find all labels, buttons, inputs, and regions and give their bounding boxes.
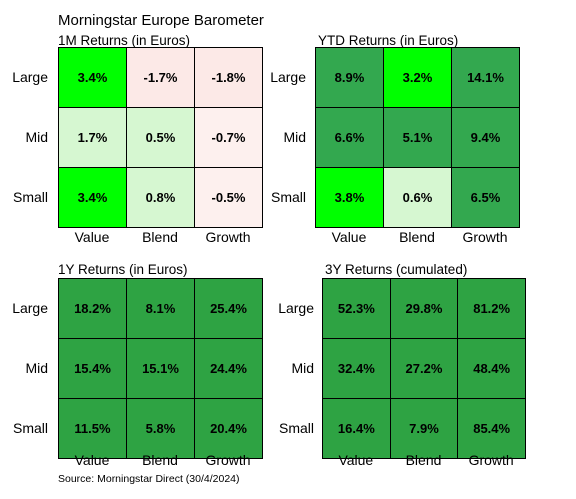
row-label-small: Small [270,189,306,205]
chart-1-title: 1M Returns (in Euros) [58,33,191,48]
heatmap-cell-large-blend: 3.2% [384,48,452,108]
heatmap-cell-small-growth: 20.4% [195,399,263,459]
heatmap-cell-mid-growth: 9.4% [452,108,520,168]
row-label-small: Small [278,420,314,436]
heatmap-cell-large-blend: 29.8% [390,279,459,339]
col-label-blend: Blend [405,452,442,468]
chart-4-title: 3Y Returns (cumulated) [325,262,468,277]
row-label-mid: Mid [283,129,306,145]
chart-2-title: YTD Returns (in Euros) [318,33,459,48]
row-label-mid: Mid [25,360,48,376]
row-label-large: Large [270,69,306,85]
heatmap-cell-mid-blend: 15.1% [127,339,195,399]
heatmap-cell-mid-blend: 27.2% [390,339,459,399]
row-label-small: Small [12,189,48,205]
col-label-value: Value [74,229,110,245]
heatmap-cell-mid-value: 15.4% [59,339,127,399]
col-label-value: Value [74,452,110,468]
heatmap-cell-small-blend: 7.9% [390,399,459,459]
heatmap-cell-small-blend: 5.8% [127,399,195,459]
heatmap-grid-2: 8.9% 3.2% 14.1% 6.6% 5.1% 9.4% 3.8% 0.6% 6.5% [315,47,520,228]
heatmap-cell-large-value: 52.3% [323,279,391,339]
col-label-value: Value [331,229,367,245]
page-title: Morningstar Europe Barometer [58,12,264,29]
heatmap-cell-mid-value: 32.4% [323,339,391,399]
heatmap-cell-mid-blend: 5.1% [384,108,452,168]
heatmap-cell-mid-growth: -0.7% [195,108,263,168]
col-label-blend: Blend [399,229,435,245]
row-label-small: Small [12,420,48,436]
col-label-growth: Growth [205,452,251,468]
heatmap-cell-small-growth: 6.5% [452,168,520,228]
heatmap-cell-large-growth: 81.2% [458,279,526,339]
row-label-mid: Mid [291,360,314,376]
heatmap-grid-4: 52.3% 29.8% 81.2% 32.4% 27.2% 48.4% 16.4% 7.9% 8… [322,278,526,459]
row-label-large: Large [278,300,314,316]
heatmap-cell-small-blend: 0.8% [127,168,195,228]
heatmap-cell-large-growth: 25.4% [195,279,263,339]
heatmap-cell-small-growth: 85.4% [458,399,526,459]
col-label-growth: Growth [205,229,251,245]
heatmap-cell-mid-blend: 0.5% [127,108,195,168]
row-label-large: Large [12,300,48,316]
heatmap-cell-large-growth: 14.1% [452,48,520,108]
row-label-mid: Mid [25,129,48,145]
heatmap-cell-large-value: 3.4% [59,48,127,108]
col-label-value: Value [338,452,374,468]
heatmap-cell-large-value: 8.9% [316,48,384,108]
heatmap-cell-large-value: 18.2% [59,279,127,339]
heatmap-cell-large-blend: 8.1% [127,279,195,339]
col-label-growth: Growth [468,452,514,468]
heatmap-cell-small-value: 3.4% [59,168,127,228]
heatmap-cell-mid-value: 1.7% [59,108,127,168]
source-note: Source: Morningstar Direct (30/4/2024) [58,473,240,485]
col-label-blend: Blend [142,452,178,468]
heatmap-cell-small-value: 3.8% [316,168,384,228]
heatmap-grid-1: 3.4% -1.7% -1.8% 1.7% 0.5% -0.7% 3.4% 0.8% -0.5% [58,47,263,228]
chart-3-title: 1Y Returns (in Euros) [58,262,188,277]
heatmap-cell-mid-growth: 24.4% [195,339,263,399]
heatmap-grid-3: 18.2% 8.1% 25.4% 15.4% 15.1% 24.4% 11.5% 5.8% 20… [58,278,263,459]
heatmap-cell-small-blend: 0.6% [384,168,452,228]
row-label-large: Large [12,69,48,85]
heatmap-cell-small-value: 11.5% [59,399,127,459]
heatmap-cell-small-value: 16.4% [323,399,391,459]
heatmap-cell-small-growth: -0.5% [195,168,263,228]
heatmap-cell-mid-value: 6.6% [316,108,384,168]
heatmap-cell-large-blend: -1.7% [127,48,195,108]
heatmap-cell-large-growth: -1.8% [195,48,263,108]
col-label-growth: Growth [462,229,508,245]
col-label-blend: Blend [142,229,178,245]
heatmap-cell-mid-growth: 48.4% [458,339,526,399]
